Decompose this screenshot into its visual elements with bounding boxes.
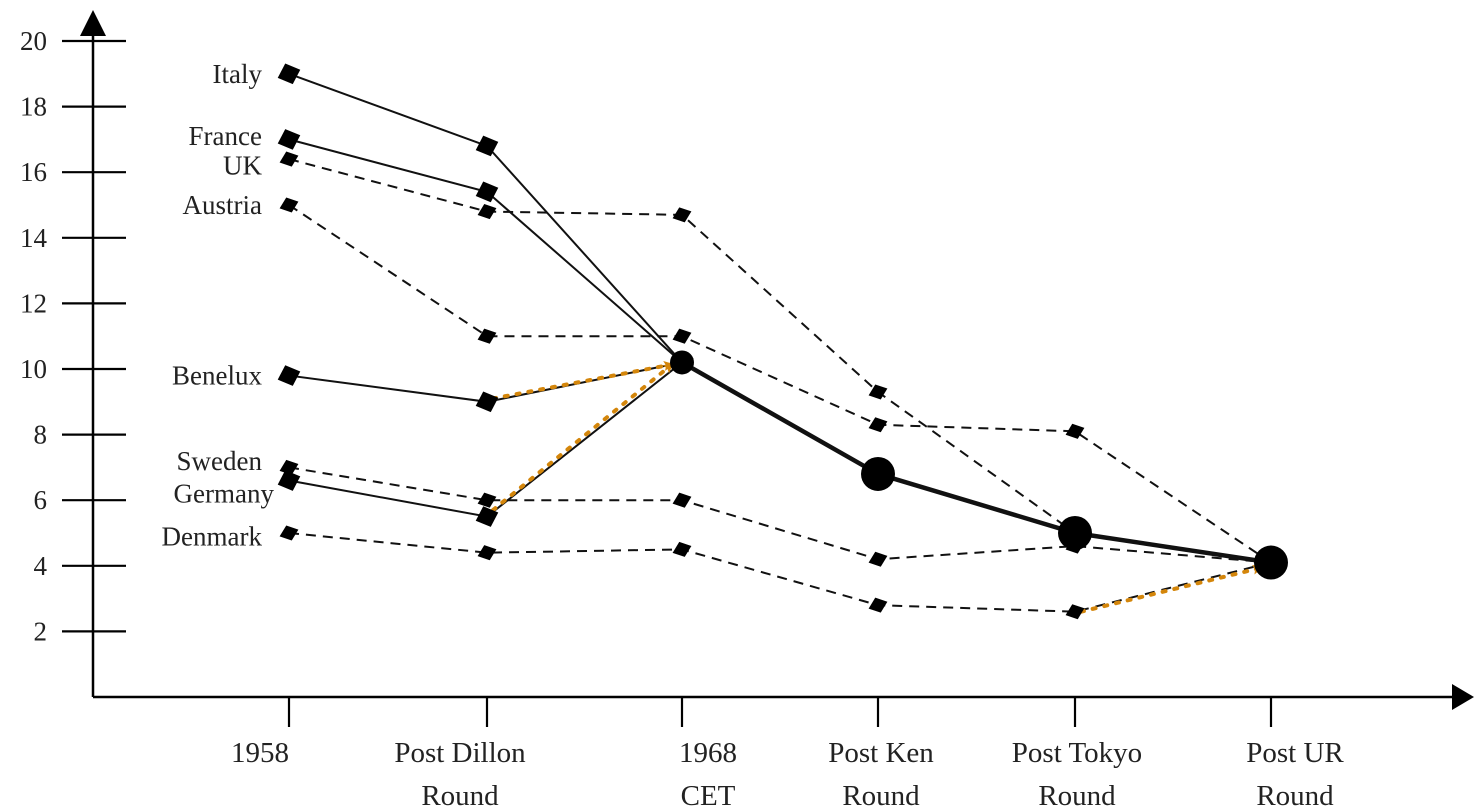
marker-denmark [477,545,497,561]
x-tick-label: Post Dillon [394,737,526,769]
y-tick-label: 20 [20,26,47,56]
series-line-italy [288,72,683,364]
marker-cet [861,456,895,491]
series-markers [277,63,1288,620]
marker-uk [672,207,692,223]
trend-arrow [491,362,674,513]
marker-benelux [475,391,499,413]
marker-austria [477,328,497,344]
series-label-benelux: Benelux [172,361,262,391]
x-tick-label: Post Ken [828,737,934,769]
y-tick-label: 10 [20,354,47,384]
series-label-austria: Austria [183,190,263,220]
y-tick-label: 16 [20,157,47,187]
marker-denmark [672,541,692,557]
marker-austria [279,197,299,213]
y-tick-label: 6 [34,485,48,515]
axes [80,10,1474,710]
x-tick-label: 1958 [231,737,289,769]
marker-sweden [279,459,299,475]
series-label-germany: Germany [174,479,275,509]
y-tick-label: 8 [34,420,48,450]
marker-sweden [672,492,692,508]
marker-uk [279,151,299,167]
series-label-uk: UK [223,151,262,181]
series-line-denmark [288,532,1272,613]
marker-cet [1058,516,1092,550]
marker-denmark [1065,604,1085,620]
series-label-denmark: Denmark [162,521,263,551]
x-tick-label: Round [842,780,920,810]
marker-germany [475,506,499,527]
y-ticks: 2 4 6 8 10 12 14 16 18 20 [20,26,126,646]
marker-uk [868,384,888,400]
y-tick-label: 2 [34,616,48,646]
marker-cet [670,350,694,375]
series-line-austria [288,204,1272,564]
x-tick-label: Post Tokyo [1012,737,1142,769]
x-tick-label: Post UR [1246,737,1344,769]
trend-arrow [491,361,674,401]
marker-germany [277,470,301,491]
marker-benelux [277,365,301,386]
marker-cet [1254,545,1288,580]
marker-italy [277,63,301,85]
x-tick-label: 1968 [679,737,737,769]
marker-sweden [477,492,497,508]
marker-austria [868,417,888,433]
x-tick-label: CET [681,780,736,810]
series-label-france: France [189,121,262,151]
marker-uk [477,204,497,220]
x-tick-label: Round [421,780,499,810]
series-line-uk [288,158,1272,564]
y-tick-label: 4 [34,551,48,581]
arrows [491,361,1263,614]
series-lines [288,72,1272,613]
marker-france [277,129,301,150]
marker-austria [672,328,692,344]
x-tick-label: Round [1256,780,1334,810]
marker-france [475,181,499,203]
series-label-italy: Italy [213,59,263,89]
marker-austria [1065,423,1085,439]
y-tick-label: 18 [20,92,47,122]
marker-italy [475,135,499,157]
trend-arrow [1079,564,1263,614]
marker-denmark [279,525,299,541]
marker-denmark [868,597,888,613]
y-tick-label: 14 [20,223,48,253]
series-label-sweden: Sweden [177,446,263,476]
y-tick-label: 12 [20,288,47,318]
series-line-cet [680,360,1272,565]
x-tick-label: Round [1038,780,1116,810]
x-ticks: 1958 Post Dillon Round 1968 CET Post Ken Round… [231,697,1344,810]
x-axis-arrowhead [1452,684,1474,710]
series-line-sweden [288,466,1272,564]
y-axis-arrowhead [80,10,106,36]
series-line-france [288,138,683,364]
marker-sweden [868,551,888,567]
